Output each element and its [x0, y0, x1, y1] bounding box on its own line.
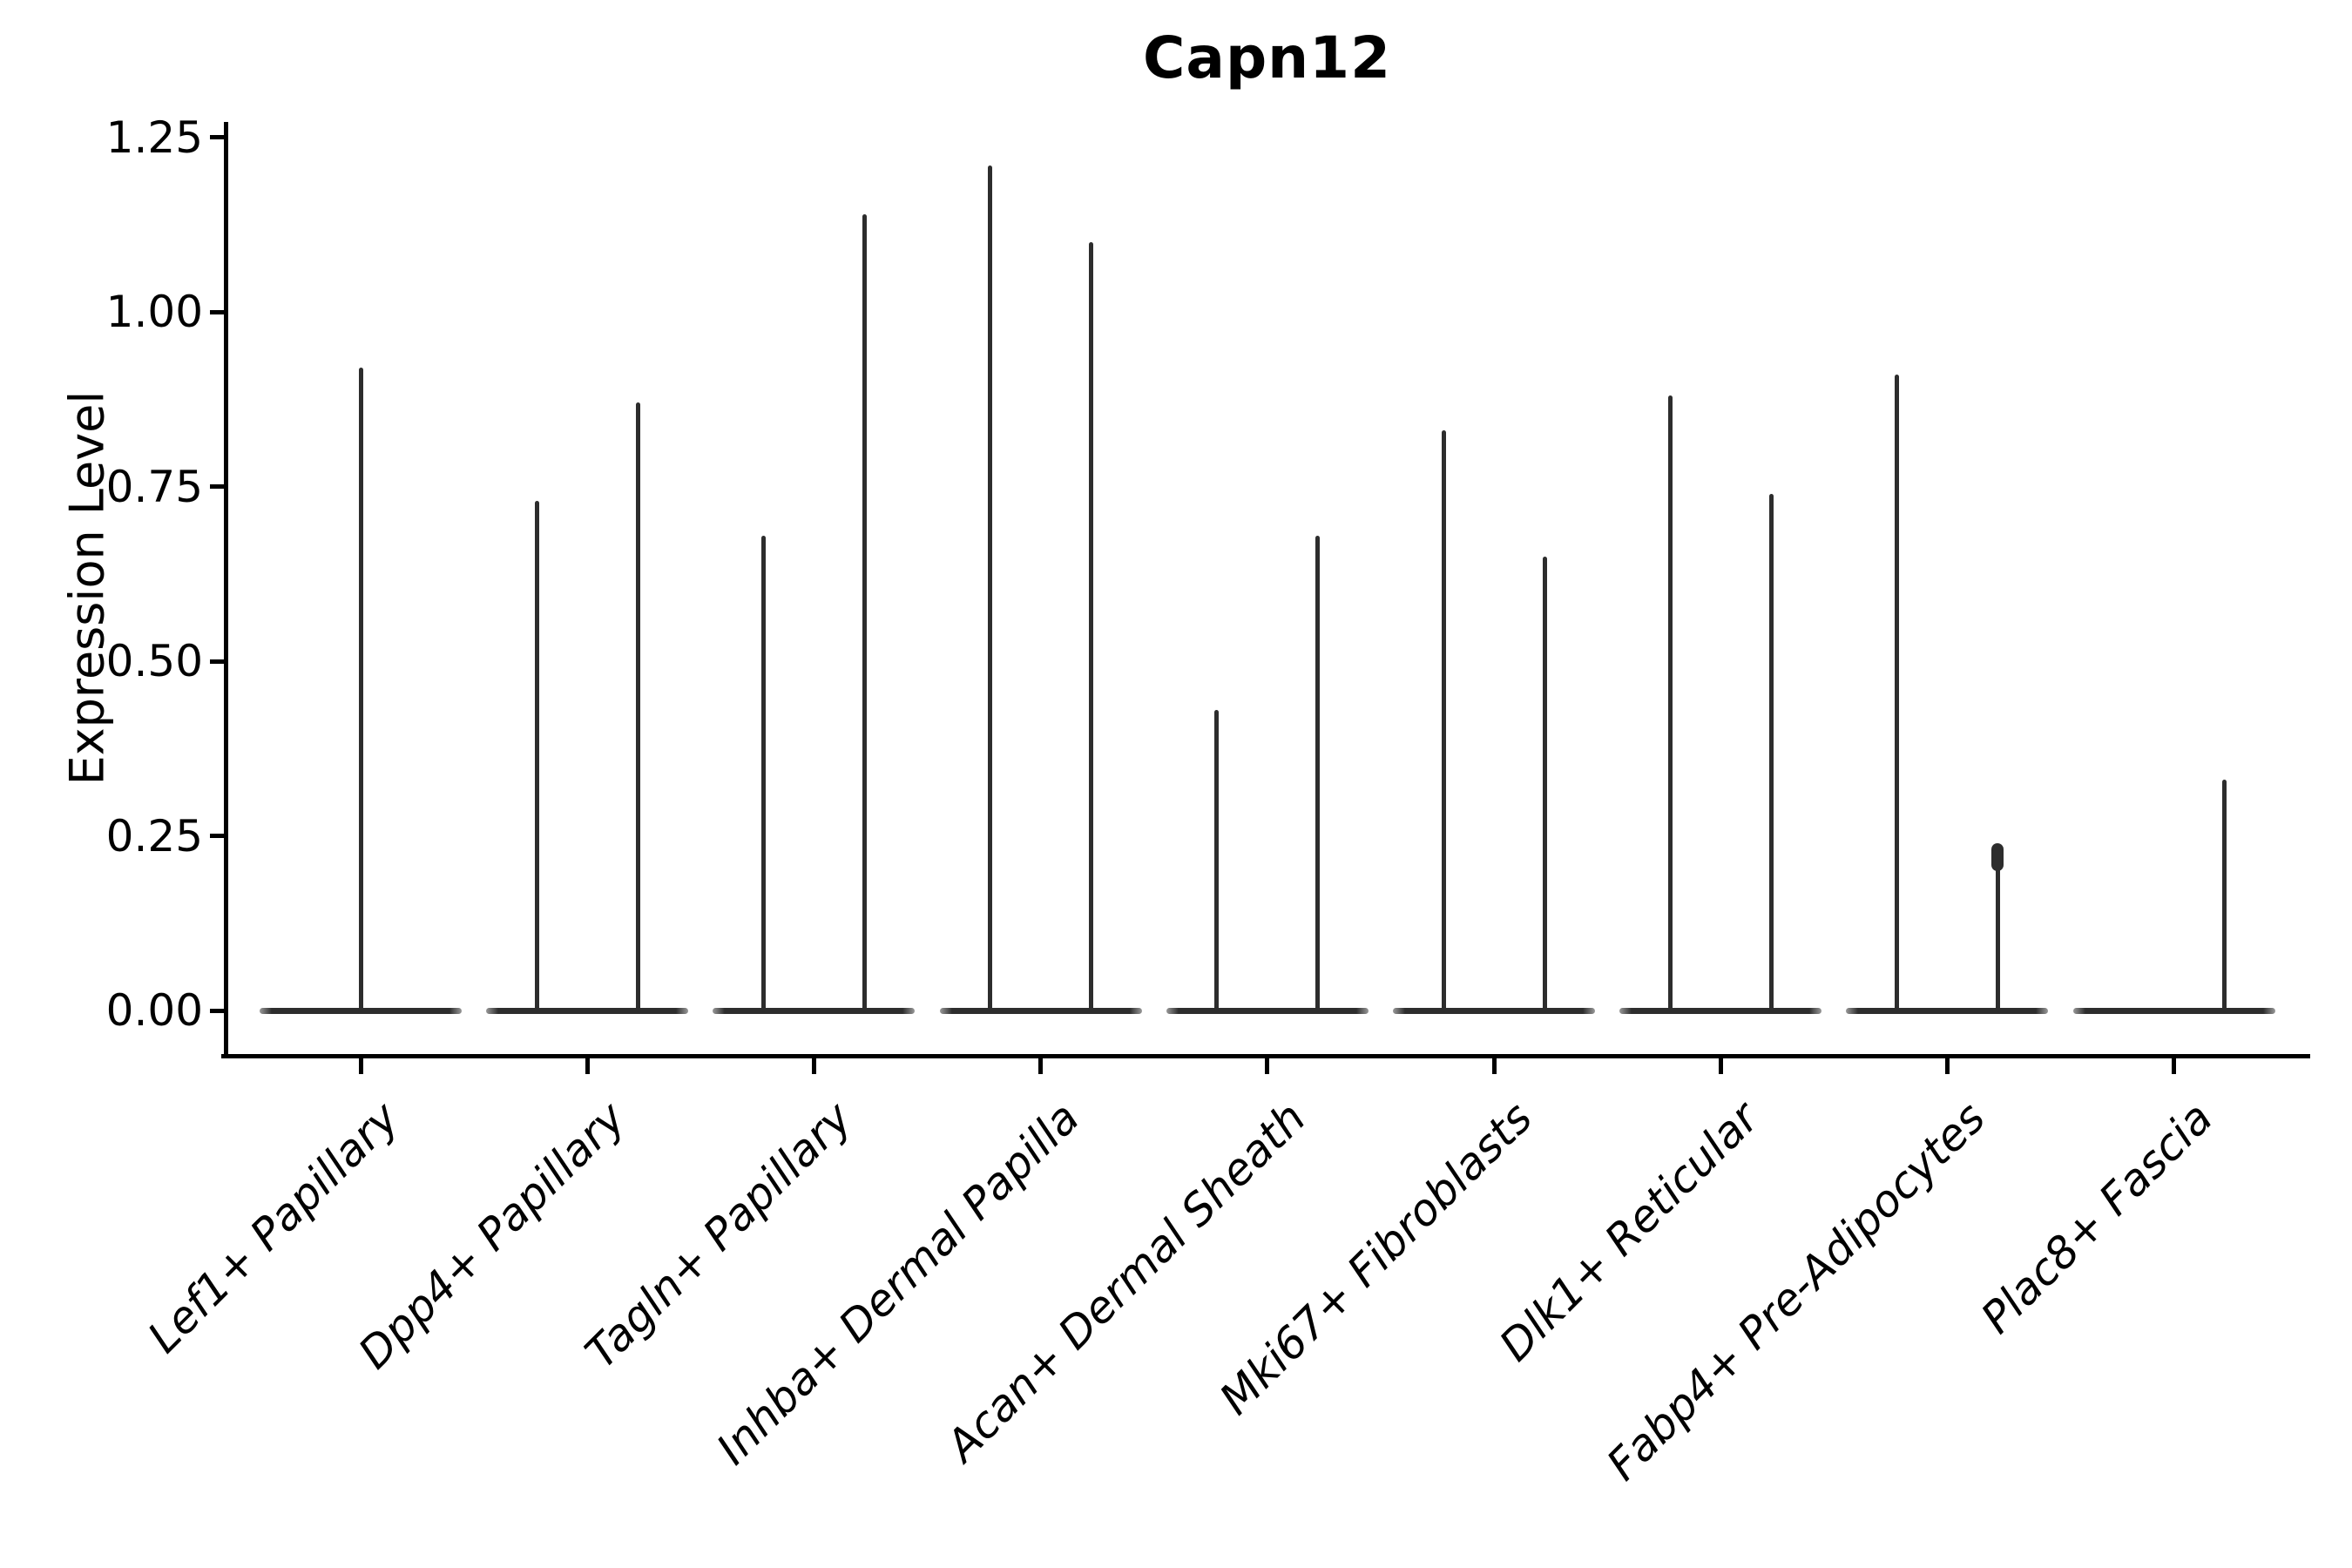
y-axis-spine	[224, 122, 228, 1058]
violin-max-spike	[1667, 395, 1673, 1012]
y-axis-label: Expression Level	[59, 390, 115, 786]
violin-zero-body	[1166, 1007, 1369, 1014]
violin-spike-knob	[1991, 842, 2004, 871]
x-tick	[358, 1058, 363, 1074]
violin-max-spike	[358, 368, 363, 1012]
violin-max-spike	[1315, 535, 1321, 1012]
violin-max-spike	[988, 165, 993, 1012]
violin-max-spike	[635, 402, 640, 1012]
y-tick	[210, 834, 224, 838]
x-tick-label: Acan+ Dermal Sheath	[936, 1092, 1315, 1471]
violin-max-spike	[1542, 556, 1547, 1012]
x-tick-label: Inhba+ Dermal Papilla	[706, 1092, 1089, 1475]
x-tick-label: Fabp4+ Pre-Adipocytes	[1597, 1092, 1996, 1490]
x-tick-label: Plac8+ Fascia	[1970, 1092, 2222, 1343]
y-tick-label: 1.00	[105, 287, 203, 337]
violin-max-spike	[1894, 375, 1899, 1012]
violin-max-spike	[1768, 493, 1774, 1012]
violin-zero-body	[1846, 1007, 2049, 1014]
violin-max-spike	[2222, 780, 2227, 1012]
violin-max-spike	[1995, 856, 2000, 1012]
y-tick	[210, 484, 224, 489]
x-tick	[1038, 1058, 1044, 1074]
x-tick	[811, 1058, 816, 1074]
x-tick	[1491, 1058, 1497, 1074]
x-tick-label: Dpp4+ Papillary	[348, 1092, 636, 1379]
violin-zero-body	[1393, 1007, 1595, 1014]
x-tick	[1944, 1058, 1950, 1074]
violin-max-spike	[534, 500, 539, 1012]
x-tick-label: Tagln+ Papillary	[576, 1092, 862, 1379]
violin-zero-body	[713, 1007, 916, 1014]
y-tick-label: 0.25	[105, 810, 203, 862]
y-tick-label: 0.00	[105, 985, 203, 1036]
violin-zero-body	[486, 1007, 689, 1014]
y-tick-label: 0.75	[105, 461, 203, 512]
x-tick	[2172, 1058, 2177, 1074]
x-tick	[1718, 1058, 1723, 1074]
y-tick	[210, 309, 224, 314]
y-tick	[210, 659, 224, 664]
violin-zero-body	[1619, 1007, 1822, 1014]
y-tick	[210, 135, 224, 139]
violin-max-spike	[1089, 241, 1094, 1012]
violin-max-spike	[1441, 430, 1446, 1012]
y-tick-label: 0.50	[105, 636, 203, 686]
chart-title: Capn12	[1142, 24, 1392, 91]
violin-max-spike	[760, 535, 766, 1012]
y-tick-label: 1.25	[105, 112, 203, 163]
violin-zero-body	[939, 1007, 1142, 1014]
x-tick-label: Mki67+ Fibroblasts	[1209, 1092, 1543, 1425]
x-axis-spine	[221, 1054, 2310, 1058]
violin-zero-body	[2072, 1007, 2275, 1014]
y-tick	[210, 1008, 224, 1013]
x-tick	[585, 1058, 590, 1074]
violin-max-spike	[862, 213, 867, 1012]
x-tick-label: Dlk1+ Reticular	[1490, 1092, 1769, 1371]
violin-max-spike	[1214, 710, 1220, 1012]
x-tick	[1265, 1058, 1270, 1074]
